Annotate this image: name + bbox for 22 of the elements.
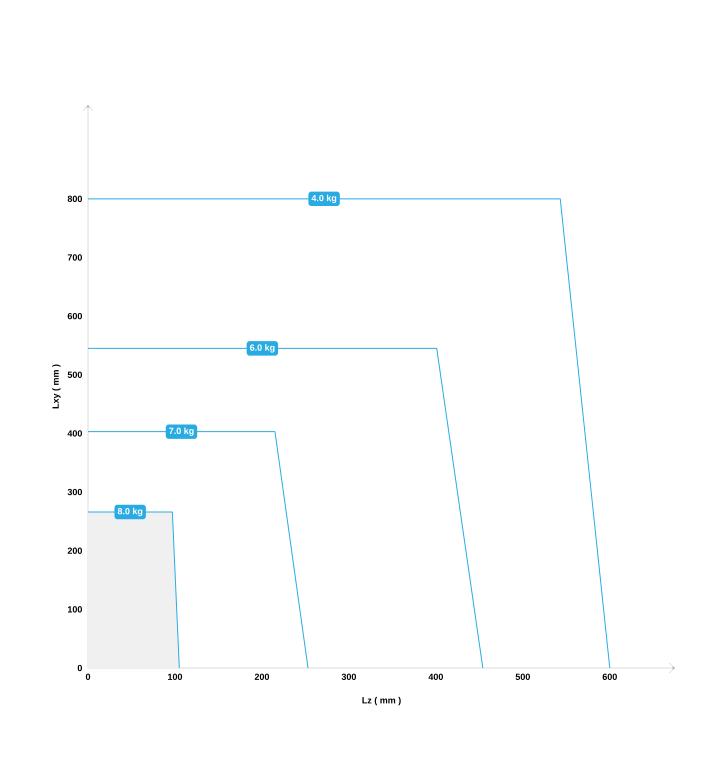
y-tick-label: 400 bbox=[68, 430, 82, 437]
x-tick-label: 300 bbox=[342, 674, 356, 680]
x-tick-label: 600 bbox=[602, 674, 617, 680]
y-tick-label: 200 bbox=[68, 548, 82, 554]
y-tick-label: 500 bbox=[68, 372, 82, 378]
series-label: 6.0 kg bbox=[250, 344, 274, 353]
x-tick-label: 200 bbox=[254, 674, 270, 680]
series-label: 7.0 kg bbox=[169, 427, 194, 436]
y-tick-label: 600 bbox=[68, 312, 82, 320]
series-label: 4.0 kg bbox=[312, 194, 336, 204]
x-tick-label: 500 bbox=[516, 674, 530, 680]
x-tick-label: 100 bbox=[168, 674, 182, 680]
x-tick-label: 0 bbox=[86, 674, 90, 680]
y-tick-label: 100 bbox=[68, 606, 82, 613]
y-tick-label: 0 bbox=[78, 664, 82, 672]
x-tick-label: 400 bbox=[428, 674, 443, 680]
y-axis-title: Lxy ( mm ) bbox=[52, 364, 61, 408]
series-label: 8.0 kg bbox=[118, 508, 142, 516]
x-axis-title: Lz ( mm ) bbox=[362, 696, 401, 706]
y-tick-label: 800 bbox=[68, 196, 82, 202]
y-tick-label: 300 bbox=[68, 488, 82, 496]
y-tick-label: 700 bbox=[68, 254, 82, 261]
